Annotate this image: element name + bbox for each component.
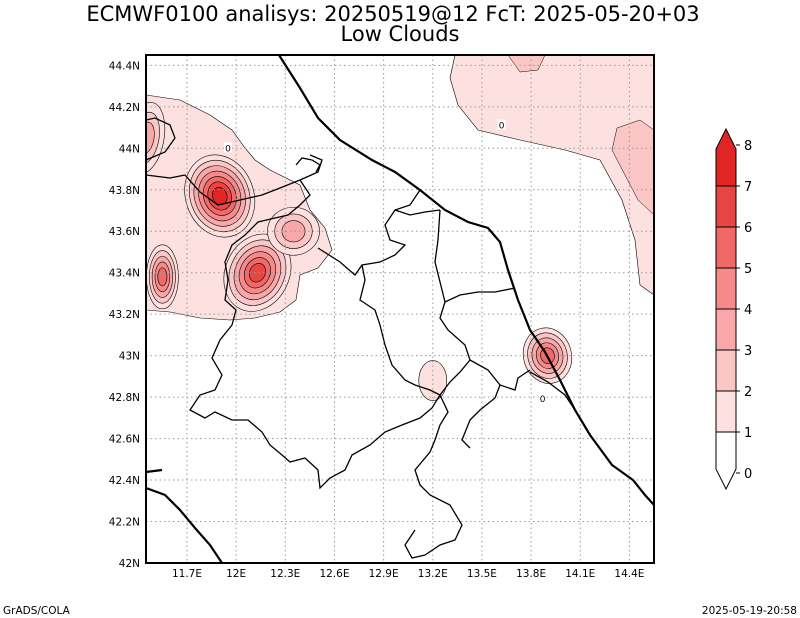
- x-tick-label: 11.7E: [172, 568, 202, 580]
- cloud-cell-0: [184, 154, 256, 238]
- y-tick-label: 44N: [119, 143, 140, 155]
- contour-label-bg: [223, 142, 232, 153]
- y-tick-label: 44.4N: [109, 60, 140, 72]
- colorbar-label: 8: [744, 139, 752, 154]
- offshore-cloud-patch-east: [611, 119, 654, 216]
- lat-lon-grid: [146, 55, 654, 563]
- y-tick-label: 43.4N: [109, 268, 140, 280]
- contour-label: 0: [225, 144, 231, 154]
- cloud-contour-level-3: [146, 121, 155, 155]
- colorbar-segment-1: [715, 390, 737, 433]
- colorbar-label: 6: [744, 221, 752, 236]
- offshore-cloud-region: [449, 55, 654, 296]
- offshore-cloud-patch-north: [507, 55, 546, 73]
- colorbar-segment-7: [715, 127, 737, 187]
- x-tick-label: 14.1E: [565, 568, 595, 580]
- colorbar-label: 5: [744, 262, 752, 277]
- cloud-contour-level-1: [418, 360, 448, 401]
- geography-lines: [146, 55, 654, 563]
- x-tick-label: 13.5E: [467, 568, 497, 580]
- y-tick-label: 43.8N: [109, 185, 140, 197]
- cloud-cell-5: [418, 360, 448, 401]
- y-tick-label: 42N: [119, 558, 140, 570]
- contour-label-bg: [538, 393, 547, 404]
- plot-frame: [145, 54, 655, 564]
- contour-label-bg: [497, 119, 506, 130]
- colorbar-segment-3: [715, 308, 737, 351]
- x-tick-label: 12E: [226, 568, 246, 580]
- cloud-contour-level-6: [248, 263, 266, 283]
- y-tick-label: 43N: [119, 351, 140, 363]
- y-axis-tick-labels: 42N 42.2N 42.4N 42.6N 42.8N 43N 43.2N 43.4N 43.6…: [109, 60, 140, 570]
- colorbar-segment-2: [715, 349, 737, 392]
- plot-area: 0 0 0 11.7E 12E 12.3E 12.6E 12.9E 13.2E 13.5E 13.…: [109, 54, 655, 580]
- colorbar-label: 2: [744, 385, 752, 400]
- contour-label: 0: [499, 121, 505, 131]
- colorbar-label: 4: [744, 303, 752, 318]
- x-axis-tick-labels: 11.7E 12E 12.3E 12.6E 12.9E 13.2E 13.5E 13.8E 14…: [172, 568, 644, 580]
- colorbar-segment-0: [715, 431, 737, 491]
- y-tick-label: 42.8N: [109, 392, 140, 404]
- x-tick-label: 13.2E: [418, 568, 448, 580]
- colorbar: 0 1 2 3 4 5 6 7 8: [715, 127, 752, 491]
- colorbar-segment-4: [715, 267, 737, 310]
- cloud-contour-level-2: [146, 111, 160, 164]
- map-title-line2: Low Clouds: [341, 22, 460, 46]
- colorbar-label: 1: [744, 426, 752, 441]
- cloud-contour-level-5: [157, 267, 168, 287]
- colorbar-label: 7: [744, 180, 752, 195]
- footer-right-timestamp: 2025-05-19-20:58: [702, 605, 797, 617]
- y-tick-label: 43.6N: [109, 226, 140, 238]
- y-tick-label: 42.4N: [109, 475, 140, 487]
- contour-labels: 0 0 0: [223, 119, 547, 405]
- colorbar-label: 3: [744, 344, 752, 359]
- colorbar-segment-5: [715, 226, 737, 269]
- contour-label: 0: [540, 395, 546, 405]
- tyrrhenian-coastline: [146, 486, 223, 563]
- colorbar-label: 0: [744, 467, 752, 482]
- footer-left-label: GrADS/COLA: [3, 605, 71, 617]
- x-tick-label: 14.4E: [614, 568, 644, 580]
- colorbar-segment-6: [715, 185, 737, 228]
- y-tick-label: 42.6N: [109, 434, 140, 446]
- x-tick-label: 12.6E: [319, 568, 349, 580]
- tuscany-coast-fragment: [146, 468, 163, 474]
- cloud-cell-2: [146, 244, 179, 310]
- x-tick-label: 12.9E: [369, 568, 399, 580]
- cloud-cell-3: [267, 206, 320, 256]
- x-tick-label: 12.3E: [270, 568, 300, 580]
- x-tick-label: 13.8E: [516, 568, 546, 580]
- regional-borders: [146, 117, 576, 559]
- adriatic-coastline: [278, 55, 654, 506]
- y-tick-label: 42.2N: [109, 517, 140, 529]
- y-tick-label: 44.2N: [109, 102, 140, 114]
- y-tick-label: 43.2N: [109, 309, 140, 321]
- map-title-line1: ECMWF0100 analisys: 20250519@12 FcT: 202…: [86, 2, 699, 26]
